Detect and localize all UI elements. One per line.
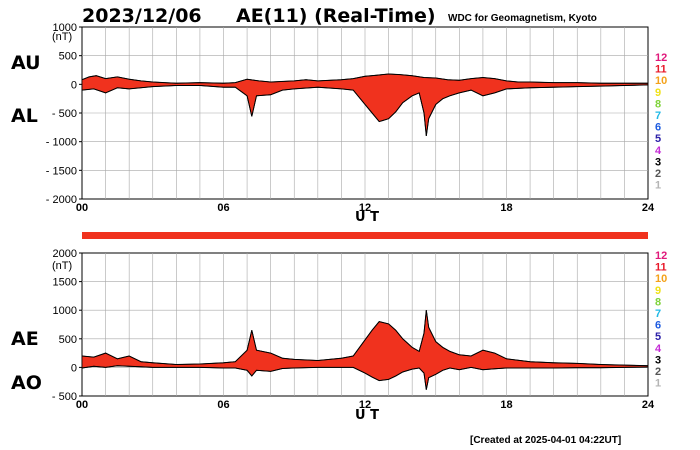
ae-ao-y-tick-label: 2000 [53, 248, 77, 260]
ae-ao-grid [82, 253, 648, 396]
hour-legend-label: 3 [655, 354, 661, 366]
ae-ao-y-tick-label: 1000 [53, 305, 77, 317]
ae-ao-upper-series-line [81, 310, 649, 367]
au-al-x-ticks: 00 06 12 18 24 [76, 202, 655, 214]
hour-legend-label: 4 [655, 343, 662, 355]
hour-legend-label: 2 [655, 168, 661, 180]
au-al-area [81, 73, 649, 136]
hour-legend-label: 3 [655, 156, 661, 168]
au-al-lower-series-line [81, 84, 649, 136]
separator-bar [82, 232, 648, 239]
au-al-y-tick-label: 1000 [53, 22, 77, 34]
hour-legend-label: 1 [655, 378, 661, 390]
au-al-y-tick-label: 500 [59, 51, 77, 63]
ae-ao-x-axis-label: U T [355, 408, 379, 423]
hour-legend-label: 8 [655, 98, 661, 110]
ae-ao-x-tick-label: 12 [359, 399, 371, 411]
au-al-y-tick-label: - 1000 [46, 137, 77, 149]
hour-legend-label: 11 [655, 262, 667, 274]
ae-ao-x-tick-label: 18 [500, 399, 512, 411]
au-al-x-tick-label: 06 [217, 202, 229, 214]
hour-legend-label: 7 [655, 110, 661, 122]
ae-ao-x-ticks: 00 06 12 18 24 [76, 399, 655, 411]
hour-legend-label: 6 [655, 320, 661, 332]
ae-ao-x-tick-label: 00 [76, 399, 88, 411]
ae-ao-y-tick-label: 1500 [53, 277, 77, 289]
ae-ao-x-tick-label: 24 [642, 399, 655, 411]
au-al-x-tick-label: 18 [500, 202, 512, 214]
au-al-unit: (nT) [52, 31, 72, 43]
au-al-y-tick-label: 0 [71, 79, 77, 91]
au-al-x-axis-label: U T [355, 210, 379, 225]
ae-ao-area [81, 310, 649, 390]
au-al-grid [82, 27, 648, 199]
index-title: AE(11) (Real-Time) [236, 5, 436, 27]
ae-ao-x-tick-label: 06 [217, 399, 229, 411]
au-label: AU [11, 52, 41, 74]
au-al-upper-series-line [81, 73, 648, 84]
hour-legend-label: 9 [655, 285, 661, 297]
au-al-y-tick-label: - 2000 [46, 194, 77, 206]
date-title: 2023/12/06 [82, 5, 202, 27]
hour-legend-label: 4 [655, 145, 662, 157]
ae-ao-y-tick-label: 500 [59, 334, 77, 346]
hour-legend-label: 2 [655, 366, 661, 378]
ao-label: AO [11, 372, 42, 394]
hour-legend-label: 5 [655, 133, 661, 145]
au-al-y-tick-label: - 500 [52, 108, 77, 120]
au-al-x-tick-label: 00 [76, 202, 88, 214]
hour-legend-label: 11 [655, 64, 667, 76]
ae-ao-unit: (nT) [52, 260, 72, 272]
ae-label: AE [11, 328, 39, 350]
hour-legend-label: 10 [655, 75, 667, 87]
hour-legend-label: 10 [655, 273, 667, 285]
ae-ao-lower-series-line [81, 365, 649, 390]
hour-legend-label: 1 [655, 180, 661, 192]
ae-ao-y-ticks: 2000 1500 1000 500 0 - 500 [52, 248, 82, 403]
hour-legend-label: 7 [655, 308, 661, 320]
au-al-x-tick-label: 12 [359, 202, 371, 214]
au-al-x-tick-label: 24 [642, 202, 655, 214]
hour-legend-label: 5 [655, 331, 661, 343]
source-label: WDC for Geomagnetism, Kyoto [448, 13, 597, 24]
hour-legend-label: 8 [655, 296, 661, 308]
hour-legend-label: 12 [655, 52, 667, 64]
ae-ao-y-tick-label: 0 [71, 362, 77, 374]
au-al-y-ticks: 1000 500 0 - 500 - 1000 - 1500 - 2000 [46, 22, 82, 206]
au-al-y-tick-label: - 1500 [46, 165, 77, 177]
hour-legend-label: 12 [655, 250, 667, 262]
hour-legend-label: 6 [655, 122, 661, 134]
al-label: AL [11, 105, 38, 127]
ae-ao-y-tick-label: - 500 [52, 391, 77, 403]
hour-legend-label: 9 [655, 87, 661, 99]
created-timestamp: [Created at 2025-04-01 04:22UT] [470, 435, 621, 446]
